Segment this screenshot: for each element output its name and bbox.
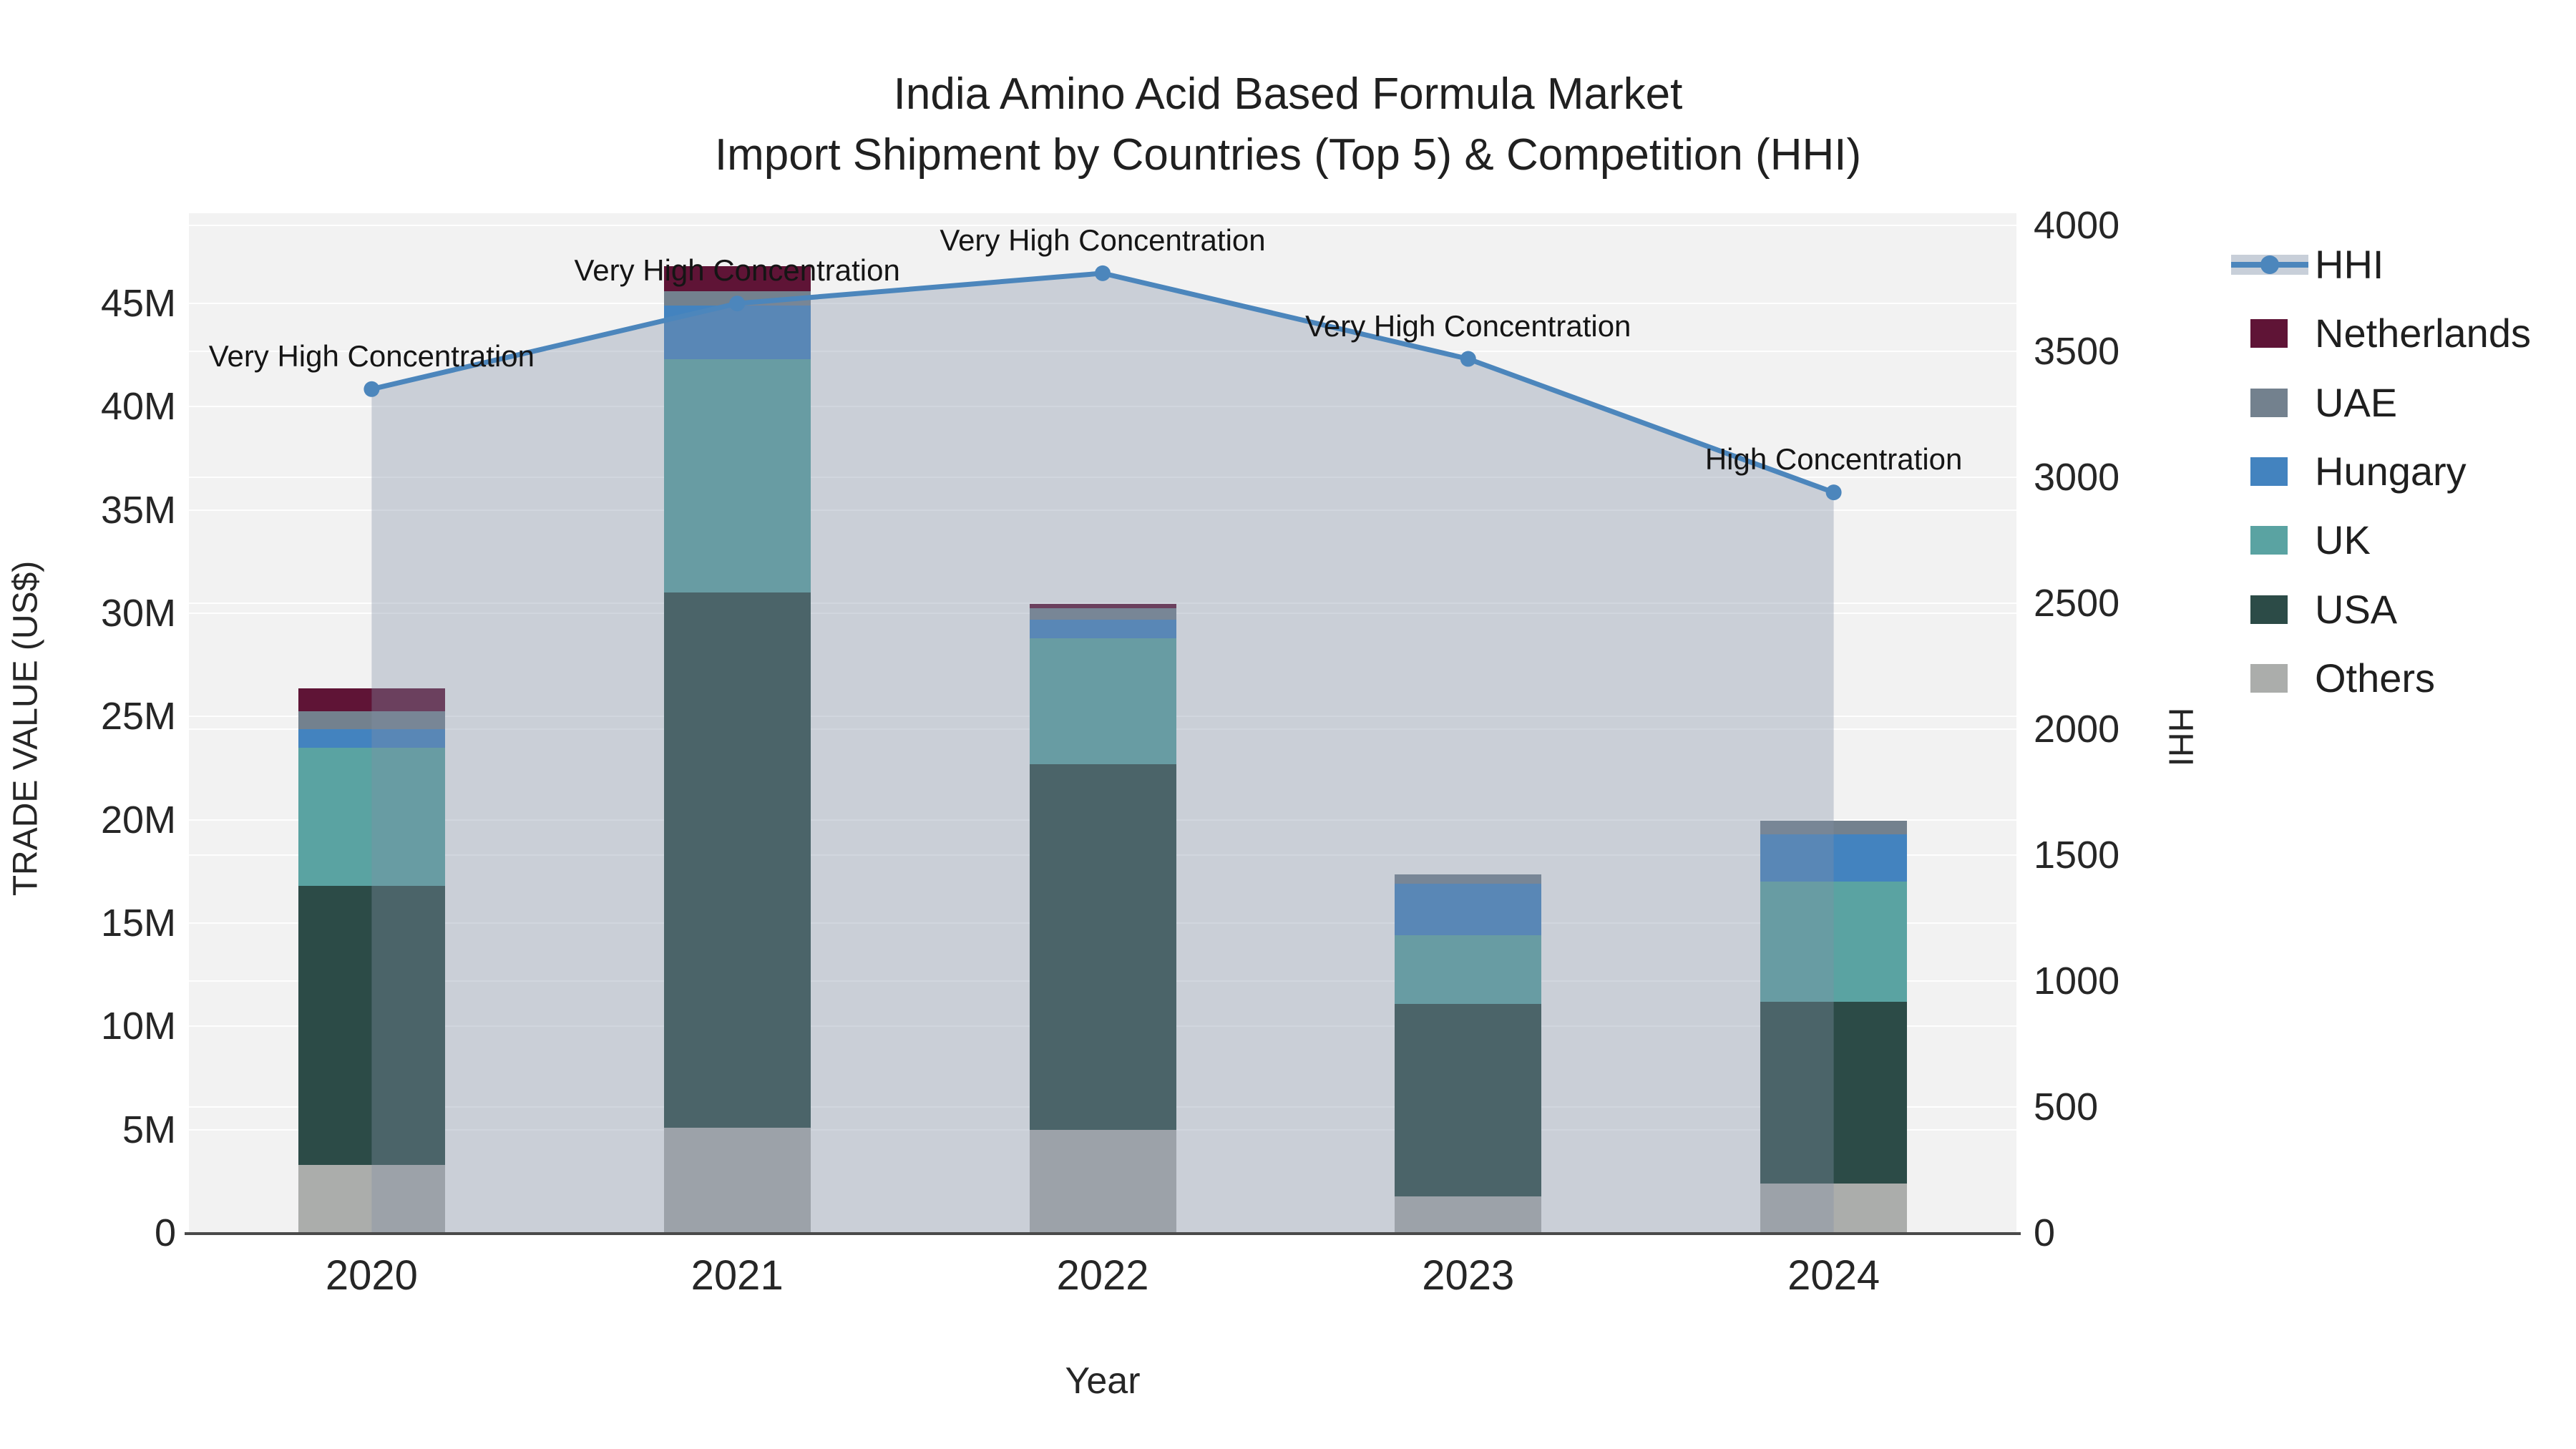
hhi-marker-2022[interactable] [1095, 265, 1111, 281]
gridline-left-45 [189, 303, 2016, 304]
x-axis-title: Year [1065, 1360, 1141, 1402]
y-right-tick-2500: 2500 [2034, 582, 2120, 625]
bar-2024-uk[interactable] [1760, 882, 1908, 1002]
bar-2022-hungary[interactable] [1029, 619, 1176, 638]
bar-2024-uae[interactable] [1760, 821, 1908, 834]
bar-2024-usa[interactable] [1760, 1001, 1908, 1184]
gridline-right-3500 [189, 351, 2016, 352]
legend-swatch-others [2250, 663, 2288, 693]
bar-2021-netherlands[interactable] [663, 266, 811, 291]
y-right-tick-500: 500 [2034, 1085, 2099, 1128]
legend-item-hhi[interactable]: HHI [2315, 242, 2384, 287]
legend-hhi-marker-icon [2260, 255, 2279, 274]
legend-swatch-netherlands [2250, 319, 2288, 348]
legend-item-uk[interactable]: UK [2315, 517, 2371, 563]
legend-swatch-uk [2250, 526, 2288, 555]
y-left-tick-35M: 35M [100, 488, 176, 532]
bar-2022-usa[interactable] [1029, 763, 1176, 1130]
hhi-marker-2021[interactable] [729, 296, 746, 312]
legend-swatch-usa [2250, 595, 2288, 624]
gridline-right-3000 [189, 477, 2016, 478]
y-right-tick-4000: 4000 [2034, 204, 2120, 247]
y-right-tick-3000: 3000 [2034, 456, 2120, 499]
bar-2024-hungary[interactable] [1760, 834, 1908, 882]
gridline-right-2500 [189, 602, 2016, 604]
hhi-marker-2024[interactable] [1825, 484, 1842, 501]
x-tick-2023: 2023 [1422, 1252, 1515, 1299]
bar-2022-uk[interactable] [1029, 638, 1176, 764]
bar-2023-hungary[interactable] [1395, 884, 1542, 936]
legend-swatch-uae [2250, 388, 2288, 417]
y-axis-left-title: TRADE VALUE (US$) [6, 560, 45, 897]
bar-2020-uk[interactable] [298, 747, 445, 887]
gridline-left-40 [189, 406, 2016, 408]
legend-swatch-hungary [2250, 457, 2288, 486]
chart-title: India Amino Acid Based Formula Market [893, 69, 1683, 119]
x-tick-2020: 2020 [325, 1252, 418, 1299]
bar-2020-usa[interactable] [298, 886, 445, 1165]
bar-2020-hungary[interactable] [298, 728, 445, 748]
annotation-2022: Very High Concentration [940, 223, 1266, 257]
y-right-tick-3500: 3500 [2034, 330, 2120, 373]
gridline-left-35 [189, 509, 2016, 511]
y-left-tick-45M: 45M [100, 282, 176, 325]
x-axis-line [185, 1232, 2021, 1235]
annotation-2021: Very High Concentration [574, 253, 900, 288]
bar-2023-others[interactable] [1395, 1196, 1542, 1233]
bar-2021-usa[interactable] [663, 592, 811, 1128]
y-left-tick-20M: 20M [100, 798, 176, 841]
legend-item-usa[interactable]: USA [2315, 586, 2398, 632]
bar-2023-usa[interactable] [1395, 1003, 1542, 1197]
y-right-tick-2000: 2000 [2034, 708, 2120, 751]
y-right-tick-1500: 1500 [2034, 834, 2120, 877]
bar-2022-uae[interactable] [1029, 608, 1176, 620]
gridline-right-4000 [189, 225, 2016, 226]
x-tick-2024: 2024 [1787, 1252, 1880, 1299]
hhi-marker-2023[interactable] [1460, 351, 1476, 367]
bar-2022-netherlands[interactable] [1029, 604, 1176, 608]
x-tick-2022: 2022 [1056, 1252, 1149, 1299]
bar-2020-others[interactable] [298, 1164, 445, 1233]
bar-2020-uae[interactable] [298, 711, 445, 729]
y-left-tick-25M: 25M [100, 695, 176, 738]
y-left-tick-5M: 5M [122, 1108, 176, 1151]
y-left-tick-15M: 15M [100, 902, 176, 945]
y-left-tick-0: 0 [154, 1211, 176, 1254]
legend-item-others[interactable]: Others [2315, 655, 2436, 701]
annotation-2020: Very High Concentration [208, 338, 535, 373]
bar-2022-others[interactable] [1029, 1129, 1176, 1233]
bar-2020-netherlands[interactable] [298, 688, 445, 712]
y-axis-right-title: HHI [2161, 707, 2200, 767]
chart-subtitle: Import Shipment by Countries (Top 5) & C… [714, 130, 1862, 180]
bar-2023-uk[interactable] [1395, 935, 1542, 1004]
hhi-area-fill [371, 273, 1834, 1233]
hhi-line-svg [364, 265, 1842, 1233]
annotation-2024: High Concentration [1704, 442, 1963, 477]
hhi-marker-2020[interactable] [364, 381, 380, 397]
legend-item-uae[interactable]: UAE [2315, 379, 2398, 425]
bar-2024-others[interactable] [1760, 1183, 1908, 1233]
bar-2021-others[interactable] [663, 1127, 811, 1233]
y-right-tick-0: 0 [2034, 1211, 2056, 1254]
y-left-tick-40M: 40M [100, 385, 176, 429]
annotation-2023: Very High Concentration [1305, 308, 1631, 343]
legend-item-netherlands[interactable]: Netherlands [2315, 311, 2531, 356]
y-right-tick-1000: 1000 [2034, 960, 2120, 1002]
x-tick-2021: 2021 [691, 1252, 784, 1299]
bar-2021-uk[interactable] [663, 358, 811, 593]
bar-2023-uae[interactable] [1395, 874, 1542, 884]
y-left-tick-30M: 30M [100, 592, 176, 635]
y-left-tick-10M: 10M [100, 1005, 176, 1048]
legend-item-hungary[interactable]: Hungary [2315, 448, 2467, 494]
